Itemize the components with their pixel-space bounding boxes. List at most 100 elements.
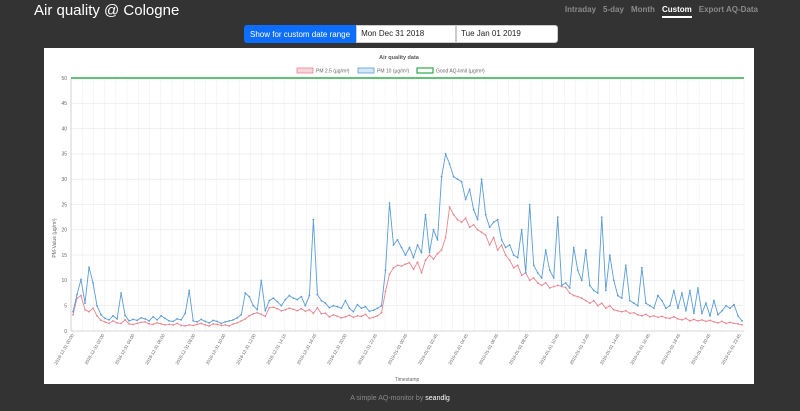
data-point-pm10	[681, 292, 683, 294]
data-point-pm25	[705, 320, 707, 323]
data-point-pm25	[408, 261, 411, 264]
data-point-pm25	[324, 312, 327, 315]
x-tick-label: 2019-01-01 00:45	[387, 333, 409, 366]
data-point-pm25	[392, 266, 395, 269]
data-point-pm10	[648, 304, 651, 307]
data-point-pm25	[681, 318, 683, 321]
data-point-pm25	[741, 324, 743, 326]
end-date-input[interactable]: Tue Jan 01 2019	[456, 25, 559, 43]
data-point-pm10	[608, 254, 611, 256]
show-custom-range-button[interactable]: Show for custom date range	[244, 25, 357, 43]
data-point-pm10	[396, 239, 399, 241]
data-point-pm10	[372, 309, 375, 312]
data-point-pm25	[220, 324, 223, 327]
data-point-pm25	[176, 322, 179, 325]
data-point-pm25	[264, 315, 267, 318]
data-point-pm10	[280, 304, 283, 307]
data-point-pm10	[252, 304, 255, 307]
data-point-pm25	[636, 313, 639, 316]
nav-export-aq-data[interactable]: Export AQ-Data	[698, 5, 758, 14]
data-point-pm10	[580, 279, 583, 282]
data-point-pm25	[352, 316, 355, 319]
data-point-pm25	[336, 315, 339, 318]
data-point-pm25	[516, 264, 519, 267]
nav-month[interactable]: Month	[630, 5, 655, 14]
data-point-pm10	[476, 218, 479, 221]
data-point-pm10	[512, 254, 515, 256]
y-tick-label: 20	[61, 228, 67, 234]
data-point-pm10	[388, 202, 391, 204]
y-tick-label: 30	[61, 177, 67, 183]
data-point-pm25	[693, 318, 695, 321]
data-point-pm10	[344, 299, 347, 302]
start-date-input[interactable]: Mon Dec 31 2018	[356, 25, 457, 43]
data-point-pm10	[584, 249, 587, 251]
data-point-pm25	[388, 273, 391, 276]
data-point-pm10	[520, 228, 523, 231]
data-point-pm10	[160, 314, 163, 317]
data-point-pm10	[260, 279, 263, 282]
data-point-pm25	[316, 306, 319, 309]
data-point-pm25	[288, 307, 291, 310]
data-point-pm10	[212, 319, 215, 322]
data-point-pm10	[564, 282, 567, 284]
data-point-pm25	[360, 315, 363, 318]
data-point-pm25	[472, 223, 475, 226]
data-point-pm25	[432, 258, 435, 261]
data-point-pm10	[256, 308, 259, 311]
data-point-pm10	[192, 319, 195, 322]
data-point-pm10	[352, 310, 355, 313]
data-point-pm25	[112, 319, 114, 322]
data-point-pm10	[492, 221, 495, 224]
data-point-pm25	[588, 302, 591, 305]
data-point-pm10	[244, 292, 247, 294]
y-tick-label: 50	[61, 76, 67, 82]
footer-author-link[interactable]: seandlg	[425, 395, 450, 402]
data-point-pm10	[112, 314, 114, 317]
data-point-pm25	[556, 284, 559, 287]
data-point-pm25	[300, 307, 303, 310]
data-point-pm10	[540, 276, 543, 279]
data-point-pm10	[689, 289, 691, 292]
data-point-pm25	[672, 315, 675, 318]
data-point-pm10	[360, 307, 363, 310]
data-point-pm25	[212, 323, 215, 325]
data-point-pm25	[709, 319, 711, 322]
data-point-pm25	[272, 306, 275, 309]
data-point-pm10	[148, 319, 151, 322]
data-point-pm10	[100, 313, 102, 316]
data-point-pm10	[172, 320, 175, 323]
nav-5-day[interactable]: 5-day	[603, 5, 624, 14]
data-point-pm10	[677, 307, 679, 310]
data-point-pm25	[612, 308, 615, 311]
nav-intraday[interactable]: Intraday	[564, 5, 597, 14]
main-nav: Intraday 5-day Month Custom Export AQ-Da…	[558, 5, 758, 18]
data-point-pm25	[376, 314, 379, 317]
y-tick-label: 0	[64, 329, 67, 335]
data-point-pm10	[713, 299, 715, 302]
data-point-pm10	[556, 216, 559, 219]
data-point-pm25	[464, 217, 467, 220]
data-point-pm25	[384, 290, 387, 293]
footer-text: A simple AQ-monitor by	[350, 395, 424, 402]
data-point-pm10	[640, 266, 643, 269]
data-point-pm25	[184, 325, 187, 327]
data-point-pm10	[560, 284, 563, 287]
data-point-pm25	[136, 322, 138, 325]
legend-swatch-limit	[416, 67, 434, 74]
data-point-pm10	[576, 269, 579, 272]
data-point-pm10	[336, 305, 339, 308]
data-point-pm10	[532, 264, 535, 267]
data-point-pm25	[100, 319, 102, 322]
data-point-pm25	[677, 317, 679, 320]
data-point-pm25	[156, 322, 159, 324]
data-point-pm10	[380, 304, 383, 307]
chart-legend: PM 2.5 (µg/m³) PM 10 (µg/m³) Good AQ-lim…	[296, 67, 485, 75]
data-point-pm10	[420, 251, 423, 254]
data-point-pm10	[685, 309, 687, 312]
data-point-pm25	[660, 315, 663, 318]
nav-custom[interactable]: Custom	[661, 5, 692, 18]
x-tick-label: 2018-12-31 10:00	[205, 333, 227, 366]
y-tick-label: 45	[61, 101, 67, 107]
data-point-pm25	[640, 314, 643, 317]
